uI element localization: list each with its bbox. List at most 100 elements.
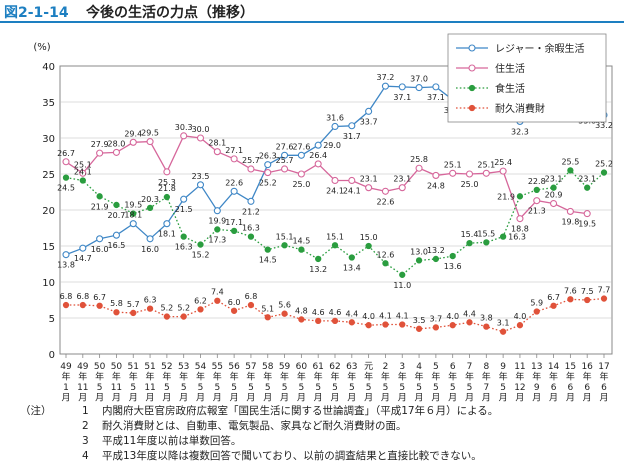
data-point — [196, 181, 205, 189]
data-point — [163, 168, 171, 176]
data-label: 25.1 — [444, 160, 462, 169]
legend-item: レジャー・余暇生活 — [456, 42, 585, 55]
data-point — [79, 169, 87, 177]
x-tick-label-part: 月 — [61, 393, 70, 404]
x-tick-label-part: 年 — [415, 371, 424, 383]
note-row: 3 平成11年度以前は単数回答。 — [20, 434, 620, 449]
data-label: 25.2 — [259, 179, 277, 188]
x-tick-label-part: 4 — [416, 362, 422, 372]
x-tick-label-part: 14 — [548, 362, 560, 372]
data-label: 21.8 — [158, 184, 176, 193]
y-tick-label: 30 — [42, 134, 55, 145]
y-tick-label: 10 — [42, 278, 55, 289]
legend-item: 住生活 — [456, 62, 525, 75]
x-tick-label-part: 年 — [583, 371, 592, 383]
x-tick-label-part: 5 — [467, 383, 473, 393]
x-tick-label-part: 5 — [433, 362, 439, 372]
x-tick-label-part: 51 — [144, 362, 155, 372]
x-tick-label-part: 月 — [330, 393, 339, 404]
data-label: 21.9 — [497, 192, 515, 201]
x-tick-label-part: 5 — [450, 383, 456, 393]
data-label: 21.3 — [528, 207, 546, 216]
data-label: 4.6 — [329, 308, 342, 317]
note-row: 2 耐久消費財とは、自動車、電気製品、家具など耐久消費財の面。 — [20, 419, 620, 434]
data-point — [399, 321, 406, 328]
data-label: 26.7 — [57, 149, 75, 158]
data-label: 4.4 — [463, 309, 476, 318]
data-point — [331, 317, 339, 325]
data-point — [365, 107, 373, 115]
x-tick-label-part: 年 — [263, 371, 272, 383]
data-point — [399, 271, 406, 278]
x-tick-label-part: 年 — [129, 371, 138, 383]
legend-label: 耐久消費財 — [495, 102, 545, 115]
data-label: 5.2 — [161, 304, 174, 313]
x-tick-label-part: 50 — [94, 362, 106, 372]
x-tick-label-part: 58 — [262, 362, 274, 372]
x-tick-label-part: 12 — [514, 383, 525, 393]
data-label: 21.2 — [242, 207, 260, 216]
data-point — [230, 155, 238, 163]
data-point — [331, 176, 339, 185]
data-label: 16.5 — [108, 241, 126, 250]
data-label: 5.1 — [261, 304, 274, 313]
note-number: 1 — [82, 405, 89, 417]
data-label: 25.3 — [158, 178, 176, 187]
data-label: 19.9 — [208, 217, 226, 226]
data-label: 7.4 — [211, 288, 224, 297]
data-point — [281, 165, 289, 173]
data-point — [567, 167, 574, 174]
x-tick-label-part: 9 — [534, 383, 540, 393]
data-point — [331, 242, 339, 249]
x-tick-label-part: 年 — [482, 371, 491, 383]
data-label: 6.7 — [547, 293, 560, 302]
x-tick-label-part: 月 — [314, 393, 323, 404]
data-point — [163, 220, 171, 228]
data-point — [297, 170, 305, 178]
x-tick-label-part: 月 — [381, 393, 390, 404]
x-tick-label-part: 月 — [78, 393, 87, 404]
legend-label: 住生活 — [495, 62, 525, 75]
data-point — [214, 297, 221, 304]
data-label: 6.7 — [93, 293, 106, 302]
x-tick-label-part: 月 — [599, 393, 608, 404]
x-tick-label-part: 11 — [144, 383, 155, 393]
data-label: 23.1 — [545, 175, 563, 184]
figure-header: 図2-1-14 今後の生活の力点（推移） — [0, 0, 624, 23]
data-label: 4.0 — [446, 312, 459, 321]
x-tick-label-part: 年 — [532, 371, 541, 383]
x-tick-label-part: 5 — [349, 383, 355, 393]
data-point — [432, 83, 440, 91]
data-label: 12.6 — [377, 250, 395, 259]
data-label: 3.8 — [480, 314, 493, 323]
note-tag: （注） — [20, 405, 52, 417]
data-point — [566, 207, 574, 215]
data-label: 16.0 — [141, 245, 159, 254]
data-label: 24.1 — [343, 186, 361, 195]
x-tick-label-part: 年 — [398, 371, 407, 383]
data-label: 14.7 — [74, 254, 92, 263]
x-tick-label-part: 5 — [97, 383, 103, 393]
data-point — [146, 204, 154, 211]
note-number: 2 — [82, 420, 89, 432]
x-tick-label-part: 月 — [448, 393, 457, 404]
data-label: 4.4 — [345, 309, 358, 318]
series-1 — [62, 132, 591, 223]
data-point — [96, 193, 103, 200]
data-label: 28.0 — [108, 139, 126, 148]
data-point — [348, 254, 355, 261]
x-tick-label-part: 月 — [431, 393, 440, 404]
x-tick-label-part: 5 — [248, 383, 254, 393]
data-label: 15.4 — [461, 230, 479, 239]
x-tick-label-part: 年 — [431, 371, 440, 383]
x-tick-label-part: 7 — [467, 362, 473, 372]
